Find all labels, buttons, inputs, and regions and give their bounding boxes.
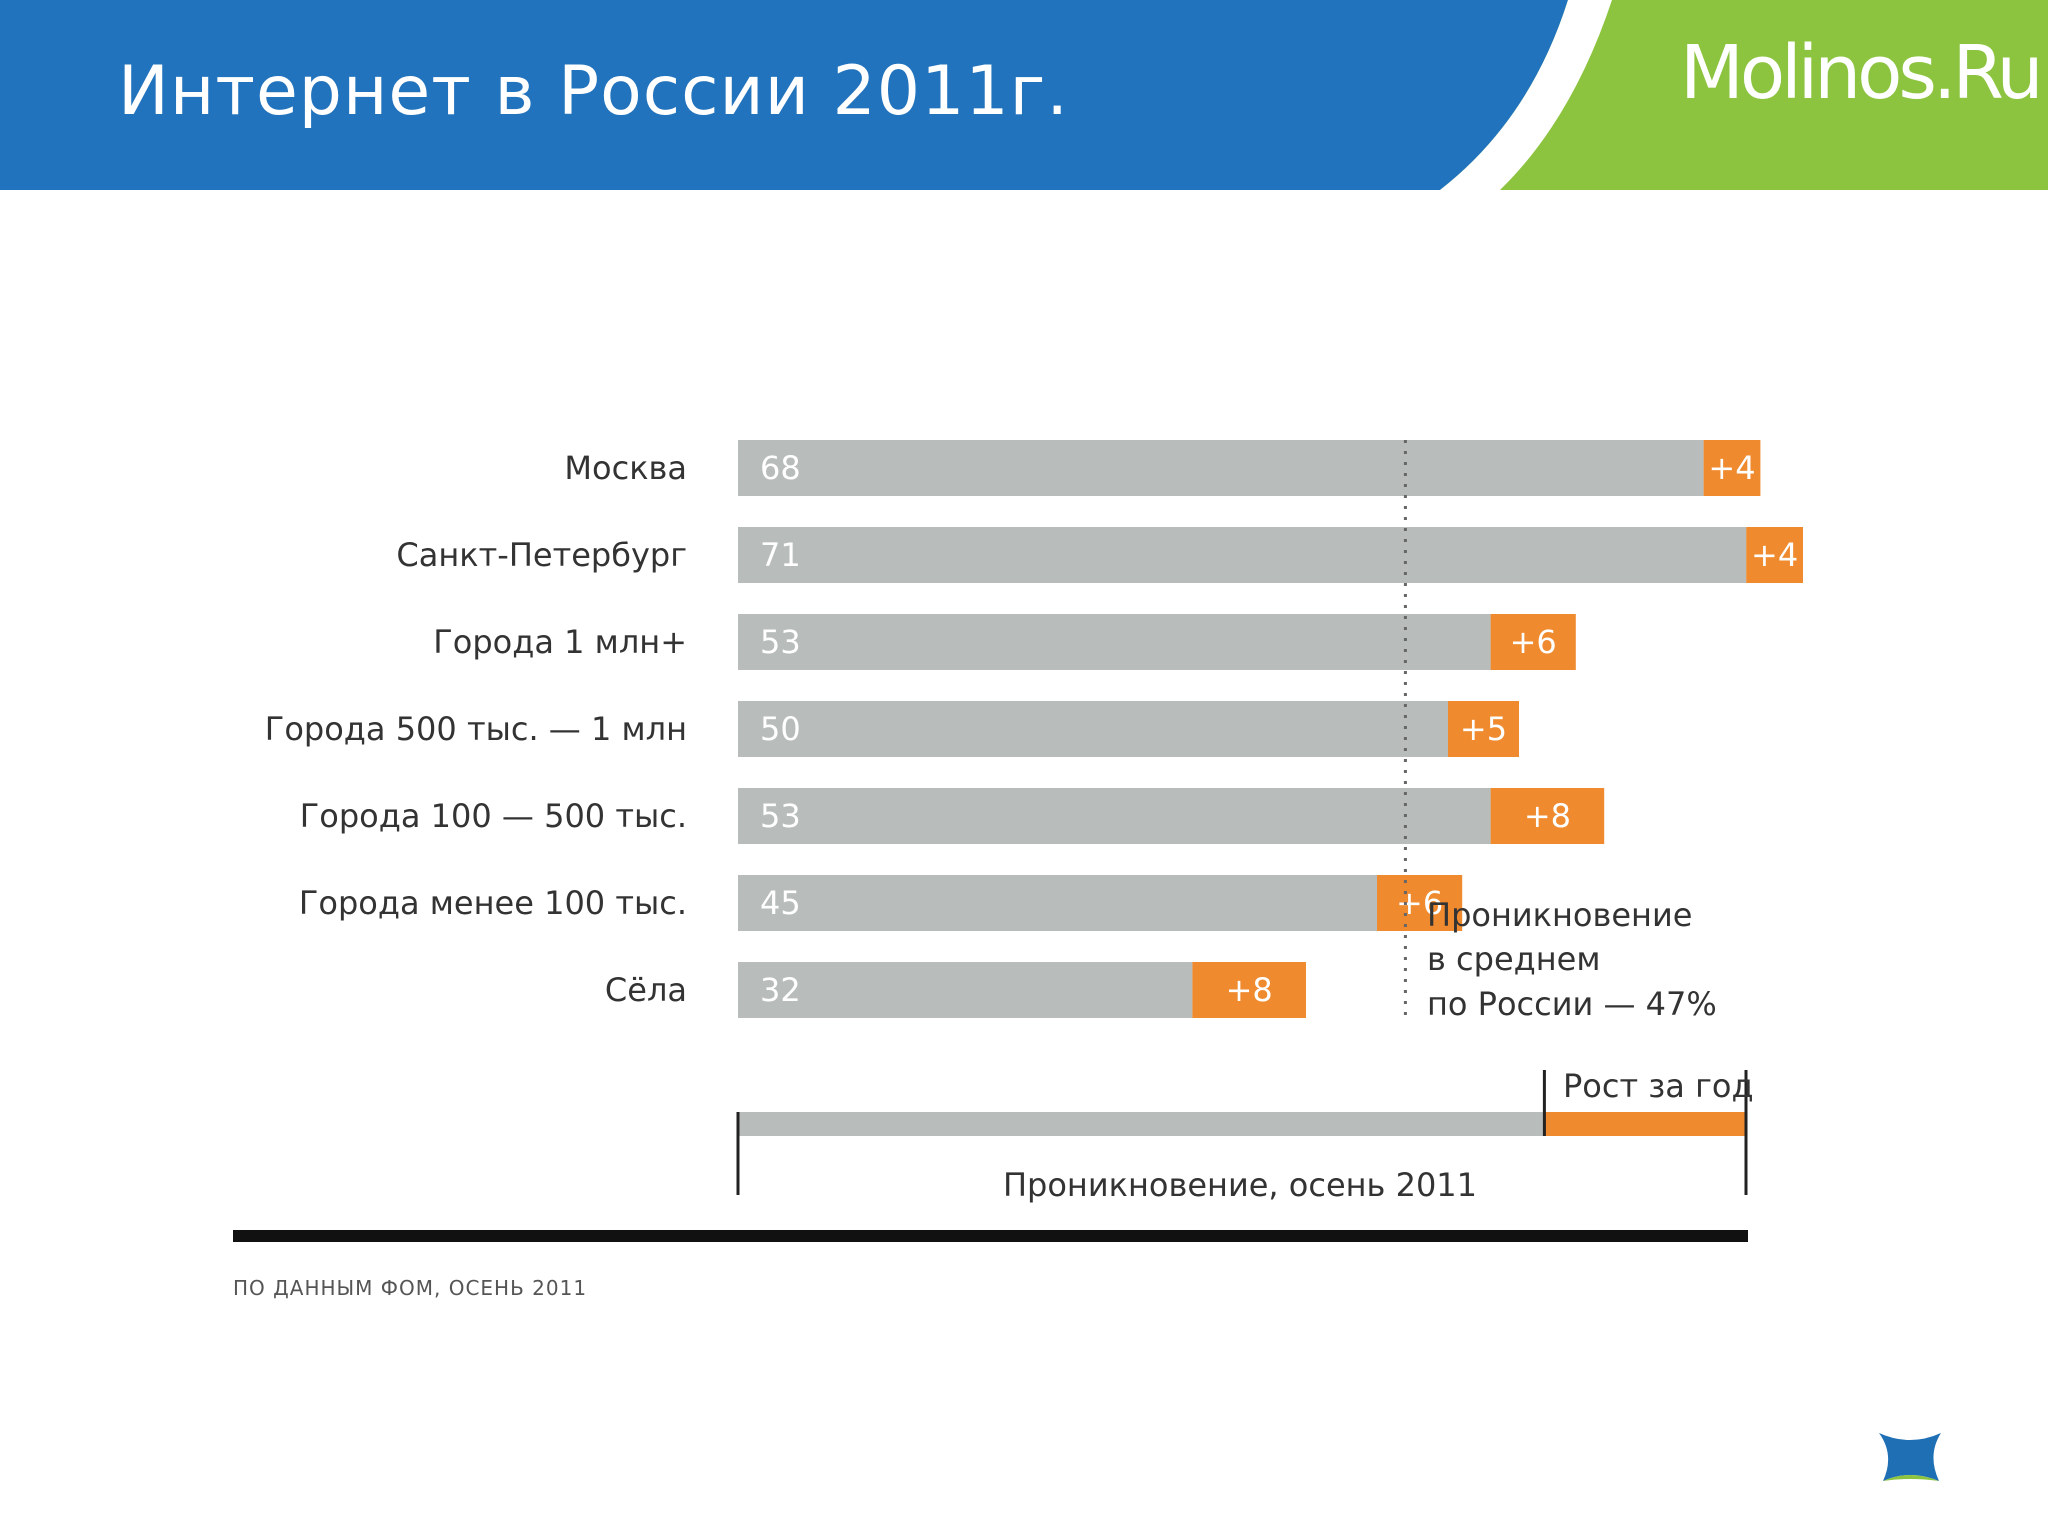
category-label: Москва [564, 449, 687, 487]
header-blue-band [0, 0, 1568, 190]
growth-bar [1377, 875, 1463, 931]
growth-bar [1703, 440, 1761, 496]
growth-bar [1448, 701, 1519, 757]
category-label: Города 1 млн+ [433, 623, 687, 661]
reference-label-line-1: Проникновение [1427, 896, 1692, 934]
growth-bar [1192, 962, 1306, 1018]
growth-bar [1746, 527, 1803, 583]
page-title: Интернет в России 2011г. [118, 52, 1069, 131]
category-label: Сёла [605, 971, 687, 1009]
base-bar [738, 788, 1491, 844]
base-value-label: 53 [760, 623, 801, 661]
growth-value-label: +4 [1751, 536, 1798, 574]
growth-value-label: +8 [1524, 797, 1571, 835]
category-label: Города менее 100 тыс. [299, 884, 687, 922]
brand-logo: Molinos.Ru [1680, 30, 2043, 116]
base-value-label: 50 [760, 710, 801, 748]
base-bar [738, 701, 1448, 757]
legend-base-bar [738, 1112, 1545, 1136]
growth-bar [1490, 788, 1605, 844]
growth-value-label: +6 [1396, 884, 1443, 922]
base-bar [738, 875, 1377, 931]
legend-growth-label: Рост за год [1563, 1067, 1754, 1105]
category-label: Города 100 — 500 тыс. [300, 797, 687, 835]
category-label: Города 500 тыс. — 1 млн [265, 710, 687, 748]
corner-logo-icon [1879, 1433, 1941, 1481]
source-note: ПО ДАННЫМ ФОМ, ОСЕНЬ 2011 [233, 1276, 587, 1300]
growth-value-label: +5 [1460, 710, 1507, 748]
legend-growth-bar [1544, 1112, 1746, 1136]
reference-label-line-3: по России — 47% [1427, 985, 1717, 1023]
base-value-label: 32 [760, 971, 801, 1009]
base-value-label: 53 [760, 797, 801, 835]
growth-value-label: +4 [1708, 449, 1755, 487]
legend-base-label: Проникновение, осень 2011 [1003, 1166, 1477, 1204]
growth-value-label: +6 [1510, 623, 1557, 661]
growth-bar [1490, 614, 1576, 670]
base-bar [738, 527, 1747, 583]
category-label: Санкт-Петербург [396, 536, 687, 574]
bars-layer: Москва 68 +4 Санкт-Петербург 71 +4 Города 1 мл… [265, 440, 1803, 1018]
header-white-swoosh [1440, 0, 1612, 190]
reference-label-line-2: в среднем [1427, 940, 1601, 978]
base-bar [738, 614, 1491, 670]
base-value-label: 45 [760, 884, 801, 922]
growth-value-label: +8 [1226, 971, 1273, 1009]
base-value-label: 68 [760, 449, 801, 487]
base-value-label: 71 [760, 536, 801, 574]
base-bar [738, 440, 1704, 496]
base-bar [738, 962, 1193, 1018]
header-banner [0, 0, 2048, 190]
